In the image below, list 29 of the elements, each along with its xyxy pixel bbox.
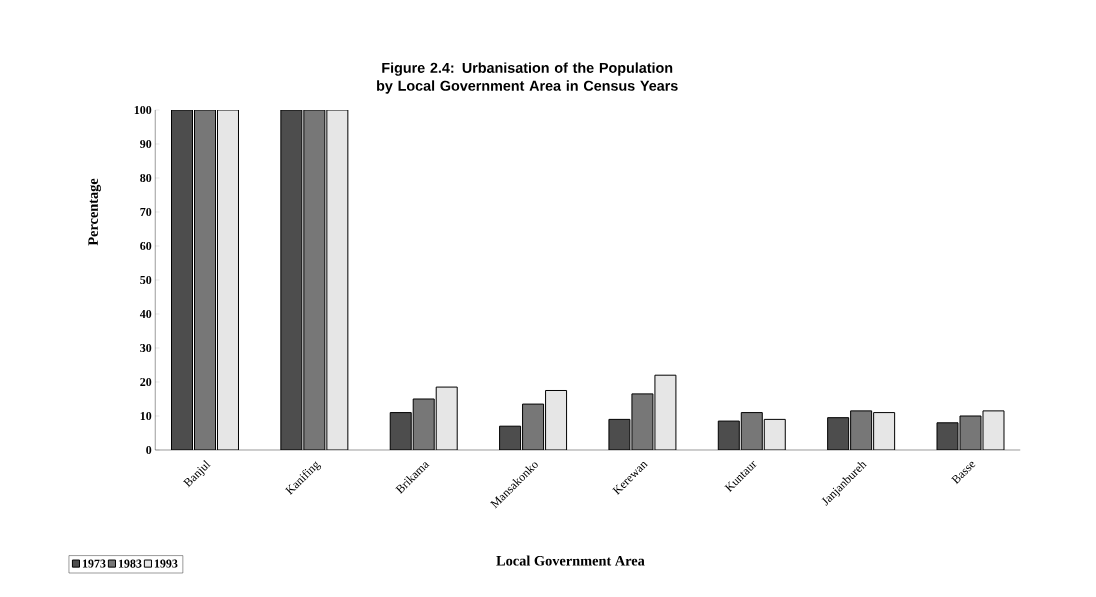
y-tick-label: 100 (134, 105, 152, 115)
bar (326, 109, 349, 450)
bar (435, 386, 458, 450)
bar (303, 109, 326, 450)
chart-title: Figure 2.4: Urbanisation of the Population by Local Government Area in Census Years (377, 62, 678, 94)
y-tick-label: 80 (140, 173, 152, 183)
bar (873, 412, 896, 450)
y-tick-label: 70 (140, 207, 152, 217)
bar (194, 109, 216, 450)
x-axis-title: Local Government Area (496, 555, 645, 566)
bar (740, 412, 763, 450)
legend-label: 1973 (82, 559, 106, 568)
legend-label: 1993 (154, 559, 178, 568)
y-tick-label: 60 (140, 241, 152, 251)
bar (217, 109, 239, 450)
bar (412, 398, 435, 450)
y-tick-label: 40 (139, 309, 152, 319)
bar (522, 403, 545, 450)
bar (850, 410, 873, 450)
y-tick-label: 50 (140, 275, 152, 285)
y-tick-label: 10 (140, 411, 152, 421)
y-tick-label: 30 (140, 343, 152, 353)
bar (545, 389, 568, 450)
legend-label: 1983 (118, 559, 142, 568)
y-axis-title: Percentage (88, 178, 101, 246)
y-tick-label: 90 (140, 139, 152, 149)
y-tick-label: 20 (140, 377, 152, 387)
y-tick-label: 0 (146, 445, 152, 455)
bar (763, 418, 786, 450)
